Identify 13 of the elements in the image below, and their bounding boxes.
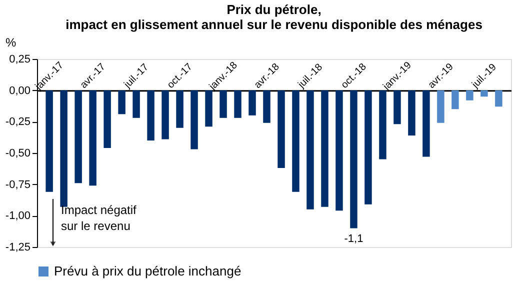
data-label: -1,1 (344, 233, 364, 246)
y-axis-title: % (6, 36, 16, 50)
annotation: Impact négatif sur le revenu (61, 203, 138, 233)
text: Prix du pétrole, (226, 2, 322, 17)
y-tick-label: -1,25 (5, 242, 30, 254)
legend-label: Prévu à prix du pétrole inchangé (54, 264, 242, 278)
y-tick-label: 0,00 (9, 84, 30, 97)
y-tick-label: -0,50 (5, 148, 30, 160)
y-tick-label: 0,25 (9, 54, 30, 66)
y-tick-label: -0,25 (5, 116, 30, 128)
text: impact en glissement annuel sur le revenu disponible des ménages (66, 17, 482, 32)
y-tick-label: -1,00 (5, 210, 30, 222)
y-tick-label: -0,75 (5, 178, 30, 191)
